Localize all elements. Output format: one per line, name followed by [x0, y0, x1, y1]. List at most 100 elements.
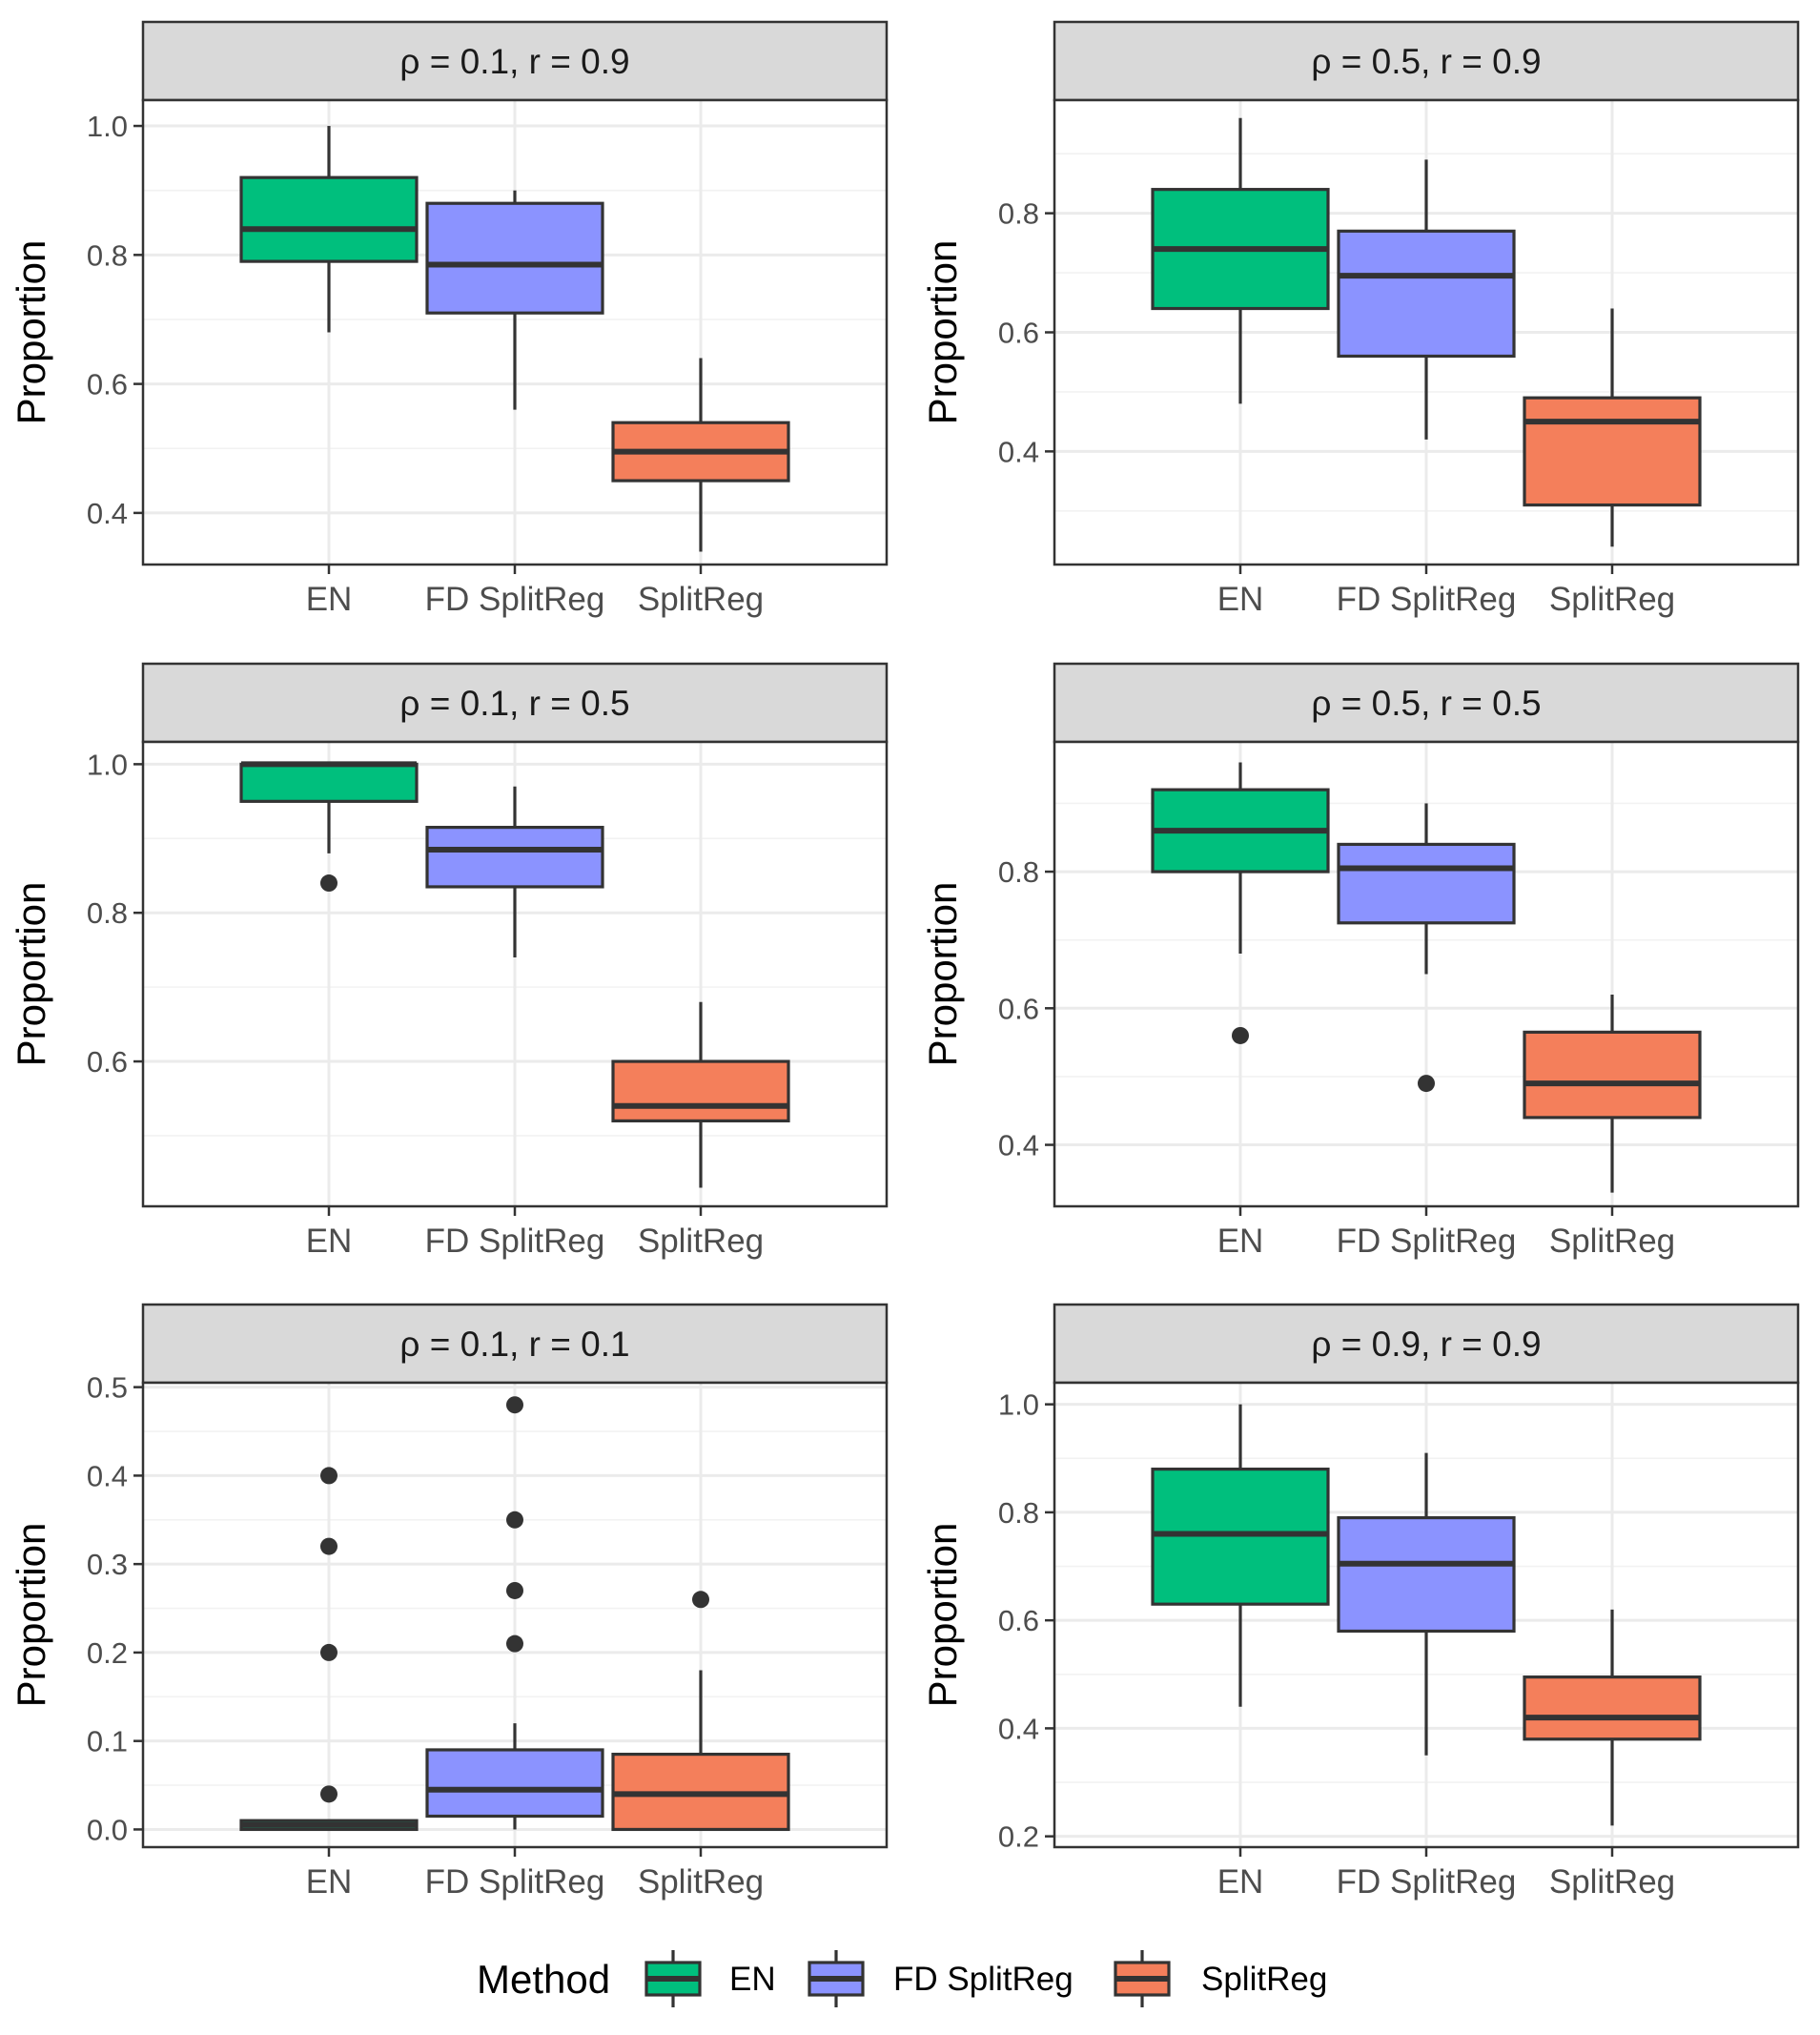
x-tick-label: SplitReg	[638, 1863, 764, 1901]
legend-title: Method	[477, 1957, 610, 2002]
x-tick-label: FD SplitReg	[425, 1223, 605, 1260]
box-splitreg	[1523, 308, 1702, 547]
facet-title: ρ = 0.9, r = 0.9	[1311, 1325, 1541, 1364]
y-tick-label: 0.2	[87, 1636, 128, 1670]
x-tick-label: EN	[1217, 1863, 1264, 1901]
x-tick-label: SplitReg	[1549, 581, 1675, 618]
box-splitreg	[611, 358, 790, 552]
box-splitreg	[611, 1591, 790, 1832]
panel-4: ρ = 0.5, r = 0.5 0.4 0.6 0.8 EN FD SplitReg Sp…	[920, 662, 1800, 1260]
facet-strip	[1053, 20, 1800, 102]
x-tick-label: SplitReg	[638, 581, 764, 618]
box-en	[239, 126, 419, 333]
y-axis-label: Proportion	[920, 1523, 965, 1708]
x-tick-label: FD SplitReg	[425, 1863, 605, 1901]
iqr-box	[1523, 1675, 1702, 1741]
outlier-point	[1232, 1026, 1249, 1044]
outlier-point	[692, 1591, 709, 1609]
iqr-box	[239, 175, 419, 263]
outlier-point	[320, 1467, 337, 1485]
x-tick-label: EN	[1217, 1223, 1264, 1260]
y-tick-label: 0.8	[998, 197, 1039, 231]
outlier-point	[506, 1511, 523, 1529]
box-fd-splitreg	[1337, 803, 1516, 1093]
iqr-box	[425, 201, 604, 315]
y-tick-label: 0.1	[87, 1725, 128, 1758]
legend: Method EN FD SplitReg SplitReg	[477, 1950, 1327, 2007]
outlier-point	[506, 1634, 523, 1653]
facet-title: ρ = 0.1, r = 0.5	[399, 684, 629, 723]
outlier-point	[320, 1537, 337, 1555]
facet-strip	[141, 1303, 889, 1385]
box-en	[1151, 1404, 1330, 1707]
x-tick-label: FD SplitReg	[425, 581, 605, 618]
x-tick-label: SplitReg	[638, 1223, 764, 1260]
box-fd-splitreg	[1337, 159, 1516, 440]
legend-key-en: EN	[644, 1950, 776, 2007]
box-en	[239, 761, 419, 893]
facet-title: ρ = 0.1, r = 0.9	[399, 42, 629, 81]
y-tick-label: 0.4	[998, 435, 1039, 468]
y-tick-label: 0.2	[998, 1820, 1039, 1854]
outlier-point	[1418, 1075, 1435, 1093]
y-tick-label: 0.8	[998, 1496, 1039, 1530]
x-tick-label: EN	[306, 581, 353, 618]
box-fd-splitreg	[425, 190, 604, 410]
outlier-point	[506, 1581, 523, 1599]
y-tick-label: 0.8	[87, 238, 128, 272]
outlier-point	[320, 1785, 337, 1803]
legend-label: FD SplitReg	[893, 1961, 1074, 1998]
x-tick-label: FD SplitReg	[1337, 1863, 1517, 1901]
box-fd-splitreg	[1337, 1452, 1516, 1756]
outlier-point	[320, 874, 337, 893]
iqr-box	[611, 1059, 790, 1122]
facet-strip	[141, 662, 889, 744]
box-en	[239, 1467, 419, 1832]
facet-strip	[141, 20, 889, 102]
legend-label: EN	[729, 1961, 776, 1998]
y-tick-label: 0.4	[998, 1129, 1039, 1162]
iqr-box	[1337, 842, 1516, 925]
y-tick-label: 0.6	[998, 992, 1039, 1025]
y-tick-label: 0.8	[87, 896, 128, 930]
panel-2: ρ = 0.5, r = 0.9 0.4 0.6 0.8 EN FD SplitReg Sp…	[920, 20, 1800, 618]
x-tick-label: FD SplitReg	[1337, 1223, 1517, 1260]
y-axis-label: Proportion	[9, 882, 53, 1067]
panels-layer: ρ = 0.1, r = 0.9 0.4 0.6 0.8 1.0 EN FD SplitRe…	[9, 20, 1800, 1901]
legend-key-splitreg: SplitReg	[1114, 1950, 1327, 2007]
box-en	[1151, 117, 1330, 404]
y-tick-label: 1.0	[87, 748, 128, 781]
x-tick-label: SplitReg	[1549, 1863, 1675, 1901]
facet-title: ρ = 0.5, r = 0.9	[1311, 42, 1541, 81]
x-tick-label: EN	[306, 1863, 353, 1901]
iqr-box	[239, 762, 419, 803]
y-tick-label: 0.4	[998, 1712, 1039, 1745]
y-axis-label: Proportion	[920, 240, 965, 425]
y-axis-label: Proportion	[9, 1523, 53, 1708]
facet-strip	[1053, 662, 1800, 744]
y-axis-label: Proportion	[920, 882, 965, 1067]
box-fd-splitreg	[425, 786, 604, 957]
y-tick-label: 0.6	[87, 1045, 128, 1079]
iqr-box	[1337, 1515, 1516, 1634]
box-splitreg	[611, 1001, 790, 1188]
box-en	[1151, 762, 1330, 1044]
x-tick-label: EN	[1217, 581, 1264, 618]
iqr-box	[1523, 396, 1702, 507]
x-tick-label: EN	[306, 1223, 353, 1260]
y-tick-label: 0.6	[998, 1604, 1039, 1637]
y-axis-label: Proportion	[9, 240, 53, 425]
y-tick-label: 1.0	[87, 110, 128, 143]
y-tick-label: 0.4	[87, 1459, 128, 1492]
y-tick-label: 0.6	[998, 317, 1039, 350]
panel-5: ρ = 0.1, r = 0.1 0.0 0.1 0.2 0.3 0.4 0.5 EN FD S…	[9, 1303, 889, 1901]
panel-3: ρ = 0.1, r = 0.5 0.6 0.8 1.0 EN FD SplitReg Sp…	[9, 662, 889, 1260]
y-tick-label: 0.6	[87, 368, 128, 401]
facet-title: ρ = 0.1, r = 0.1	[399, 1325, 629, 1364]
legend-label: SplitReg	[1201, 1961, 1327, 1998]
box-splitreg	[1523, 1609, 1702, 1826]
x-tick-label: SplitReg	[1549, 1223, 1675, 1260]
y-tick-label: 0.5	[87, 1371, 128, 1405]
iqr-box	[1337, 229, 1516, 359]
